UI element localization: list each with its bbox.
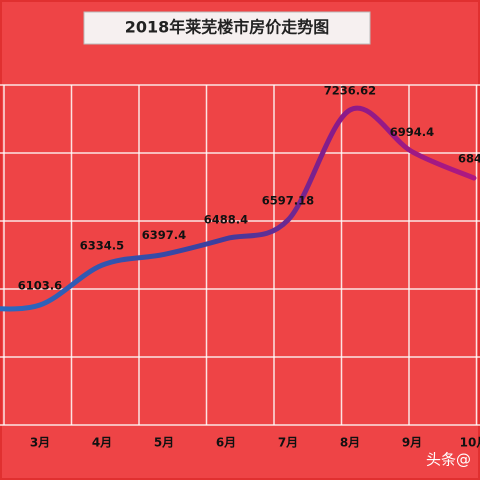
watermark: 头条@ — [426, 451, 471, 469]
data-label: 6103.6 — [18, 278, 62, 292]
data-label: 6597.18 — [262, 194, 314, 208]
data-label: 7236.62 — [324, 84, 376, 98]
title-box — [83, 11, 371, 45]
data-label: 6334.5 — [80, 239, 124, 253]
x-tick-label: 6月 — [216, 436, 236, 450]
grid — [0, 84, 480, 426]
data-label: 6488.4 — [204, 212, 248, 226]
chart-title: 2018年莱芜楼市房价走势图 — [125, 18, 330, 37]
x-tick-label: 10月 — [460, 436, 480, 450]
line — [0, 105, 477, 312]
x-tick-label: 4月 — [92, 436, 112, 450]
x-tick-label: 8月 — [340, 436, 360, 450]
x-tick-label: 7月 — [278, 436, 298, 450]
x-tick-label: 9月 — [402, 436, 422, 450]
data-label: 6994.4 — [390, 125, 434, 139]
data-label: 6397.4 — [142, 228, 186, 242]
x-tick-label: 3月 — [30, 436, 50, 450]
x-tick-label: 5月 — [154, 436, 174, 450]
